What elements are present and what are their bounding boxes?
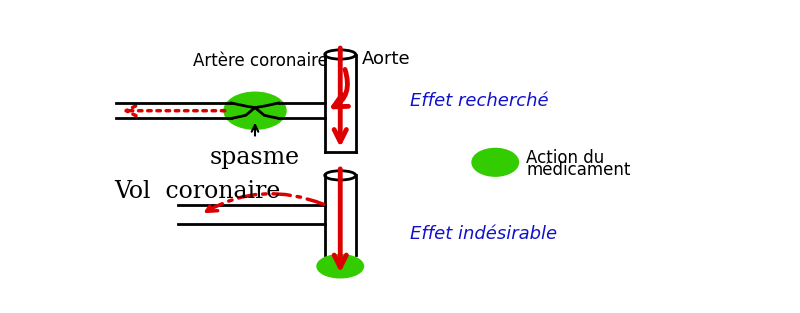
- Ellipse shape: [472, 148, 518, 176]
- Ellipse shape: [224, 92, 286, 129]
- Text: Effet recherché: Effet recherché: [410, 92, 549, 110]
- Text: Effet indésirable: Effet indésirable: [410, 225, 557, 243]
- Text: Vol  coronaire: Vol coronaire: [114, 180, 280, 203]
- Text: Aorte: Aorte: [362, 50, 410, 68]
- Text: médicament: médicament: [526, 161, 630, 179]
- Text: Action du: Action du: [526, 149, 605, 167]
- Text: spasme: spasme: [210, 146, 300, 169]
- Text: Artère coronaire: Artère coronaire: [193, 52, 328, 70]
- Ellipse shape: [317, 255, 363, 278]
